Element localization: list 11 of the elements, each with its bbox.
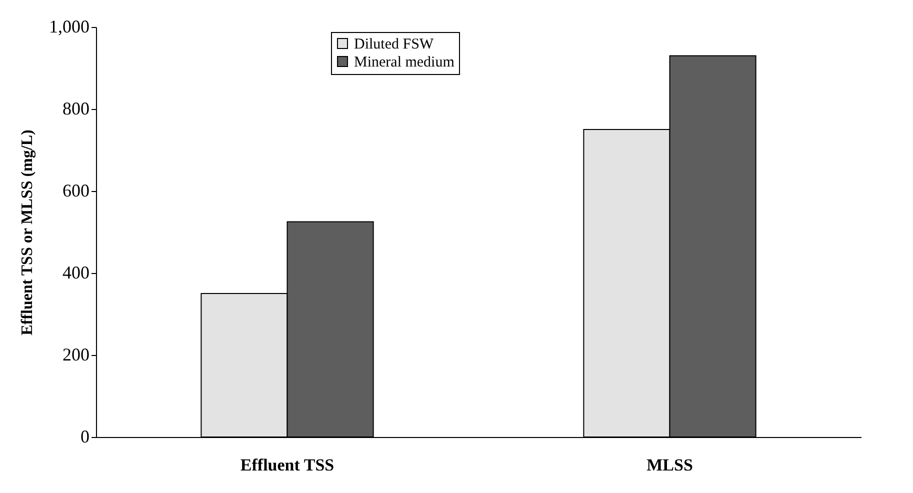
x-tick-label: Effluent TSS — [240, 456, 334, 474]
legend-label: Mineral medium — [354, 54, 455, 70]
y-axis-title: Effluent TSS or MLSS (mg/L) — [19, 130, 36, 336]
y-tick-label: 200 — [62, 344, 90, 364]
legend-label: Diluted FSW — [354, 36, 434, 52]
y-tick-label: 0 — [80, 426, 90, 446]
y-tick-label: 1,000 — [49, 16, 90, 36]
y-tick-label: 400 — [62, 262, 90, 282]
x-tick-label: MLSS — [646, 456, 693, 474]
y-tick-label: 600 — [62, 180, 90, 200]
y-tick-label: 800 — [62, 98, 90, 118]
